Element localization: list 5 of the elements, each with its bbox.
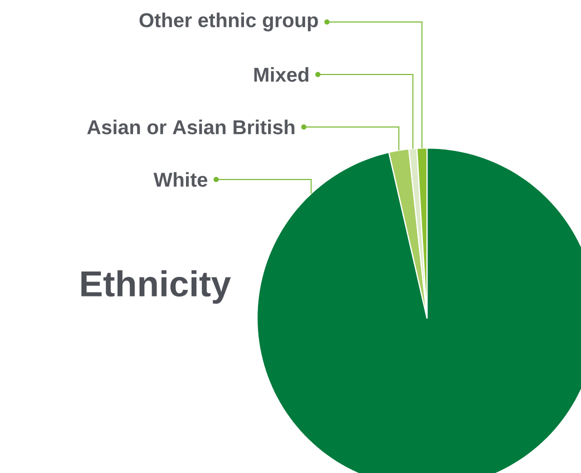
- slice-label: Asian or Asian British: [87, 120, 294, 134]
- text: Ethnicity: [81, 270, 231, 304]
- slice-label: Other ethnic group: [140, 12, 318, 32]
- slice-label: Mixed: [254, 67, 308, 82]
- slice-label: White: [154, 172, 208, 187]
